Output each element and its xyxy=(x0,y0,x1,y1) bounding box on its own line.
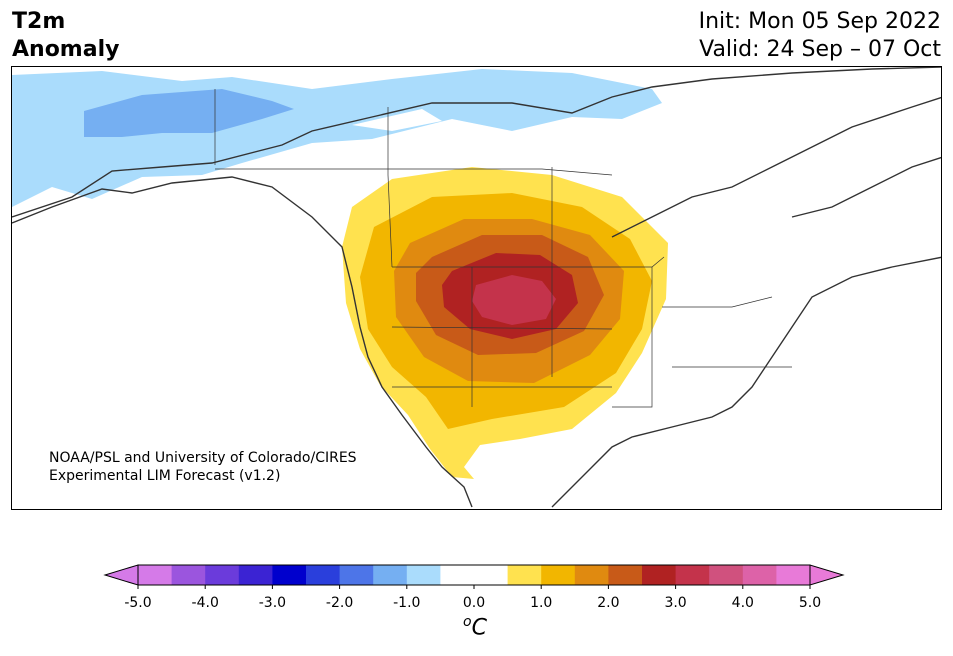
warm-anomaly-6 xyxy=(472,275,556,325)
colorbar-unit: oC xyxy=(463,614,487,640)
coastlines xyxy=(12,67,941,508)
colorbar-bin xyxy=(171,565,206,585)
unit-prefix: o xyxy=(463,614,472,630)
colorbar-bin xyxy=(675,565,710,585)
colorbar-tick-label: 2.0 xyxy=(597,595,619,611)
colorbar-tick-label: -2.0 xyxy=(326,595,353,611)
colorbar-bin xyxy=(574,565,609,585)
colorbar-bin xyxy=(742,565,777,585)
colorbar-bin xyxy=(406,565,441,585)
political-borders xyxy=(214,89,792,408)
valid-dates: Valid: 24 Sep – 07 Oct xyxy=(699,37,941,62)
title-line-1: T2m xyxy=(12,9,66,34)
colorbar-over-arrow xyxy=(809,564,845,586)
colorbar-tick-label: -4.0 xyxy=(192,595,219,611)
map-panel xyxy=(11,66,942,510)
white-gap xyxy=(352,109,442,131)
credit-line-2: Experimental LIM Forecast (v1.2) xyxy=(49,468,281,484)
colorbar-bin xyxy=(440,565,475,585)
colorbar-bin xyxy=(709,565,744,585)
colorbar-tick-label: 0.0 xyxy=(463,595,485,611)
colorbar-bin xyxy=(272,565,307,585)
colorbar-under-arrow xyxy=(103,564,139,586)
colorbar-tick-label: -1.0 xyxy=(393,595,420,611)
colorbar-bin xyxy=(642,565,677,585)
colorbar-bin xyxy=(205,565,240,585)
colorbar-tick-label: 1.0 xyxy=(530,595,552,611)
unit-label: C xyxy=(471,615,487,641)
credit-text: NOAA/PSL and University of Colorado/CIRE… xyxy=(49,449,357,485)
init-date: Init: Mon 05 Sep 2022 xyxy=(698,9,941,34)
colorbar-tick-label: -3.0 xyxy=(259,595,286,611)
colorbar-bin xyxy=(339,565,374,585)
colorbar-bin xyxy=(507,565,542,585)
colorbar-tick-label: 5.0 xyxy=(799,595,821,611)
title-line-2: Anomaly xyxy=(12,37,120,62)
colorbar-svg: -5.0 -4.0 -3.0 -2.0 -1.0 0.0 1.0 2.0 3.0 4.0 5.0 xyxy=(103,564,845,611)
colorbar: -5.0 -4.0 -3.0 -2.0 -1.0 0.0 1.0 2.0 3.0 4.0 5.0 xyxy=(103,562,853,618)
colorbar-bin xyxy=(138,565,173,585)
colorbar-bin xyxy=(306,565,341,585)
colorbar-tick-label: -5.0 xyxy=(124,595,151,611)
colorbar-bin xyxy=(776,565,811,585)
anomaly-map xyxy=(12,67,941,508)
credit-line-1: NOAA/PSL and University of Colorado/CIRE… xyxy=(49,450,357,466)
colorbar-tick-label: 3.0 xyxy=(664,595,686,611)
colorbar-tick-label: 4.0 xyxy=(732,595,754,611)
forecast-dates: Init: Mon 05 Sep 2022 Valid: 24 Sep – 07… xyxy=(699,8,941,64)
colorbar-bin xyxy=(373,565,408,585)
colorbar-bin xyxy=(541,565,576,585)
colorbar-bin xyxy=(238,565,273,585)
colorbar-bin xyxy=(474,565,509,585)
colorbar-bin xyxy=(608,565,643,585)
map-title: T2m Anomaly xyxy=(12,8,119,64)
cold-anomaly-medium xyxy=(84,89,294,137)
